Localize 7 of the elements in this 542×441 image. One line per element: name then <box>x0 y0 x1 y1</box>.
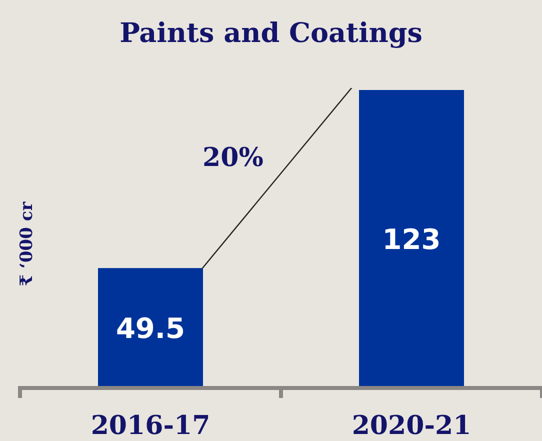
y-axis-title: ₹ ‘000 cr <box>17 200 37 286</box>
x-tick-label: 2016-17 <box>90 411 210 441</box>
x-tick-label: 2020-21 <box>352 411 472 441</box>
annotation: 20% <box>202 143 264 173</box>
data-label: 123 <box>382 223 441 256</box>
data-label: 49.5 <box>116 312 186 346</box>
chart-title: Paints and Coatings <box>120 18 422 49</box>
